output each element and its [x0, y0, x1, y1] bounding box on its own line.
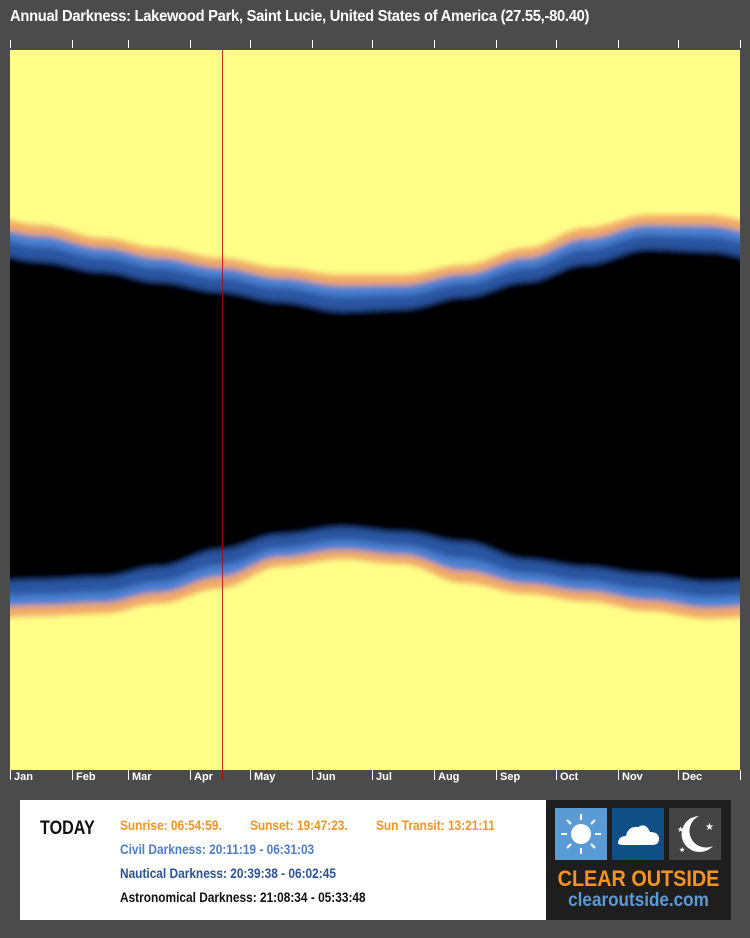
today-label: TODAY	[40, 818, 95, 839]
cloud-icon	[612, 808, 664, 860]
sunset-text: Sunset: 19:47:23.	[250, 818, 348, 833]
astronomical-darkness-band	[10, 248, 740, 583]
x-tick-label: Nov	[622, 771, 644, 783]
darkness-chart: Jan Feb Mar Apr May Jun Jul Aug Sep Oct Nov Dec	[10, 40, 741, 783]
x-tick-label: Jul	[376, 771, 392, 783]
x-tick-label: Apr	[194, 771, 214, 783]
x-tick-label: Dec	[682, 771, 702, 783]
brand-name: CLEAR OUTSIDE	[557, 866, 720, 891]
x-tick-label: Aug	[438, 771, 459, 783]
svg-text:★: ★	[705, 822, 714, 833]
svg-text:★: ★	[677, 825, 684, 834]
brand-url: clearoutside.com	[568, 890, 709, 911]
astronomical-darkness-text: Astronomical Darkness: 21:08:34 - 05:33:…	[120, 890, 366, 905]
svg-text:★: ★	[679, 846, 685, 854]
x-tick-label: Jan	[14, 771, 33, 783]
civil-darkness-text: Civil Darkness: 20:11:19 - 06:31:03	[120, 842, 315, 857]
today-panel: TODAY Sunrise: 06:54:59. Sunset: 19:47:2…	[20, 800, 546, 920]
sun-icon	[555, 808, 607, 860]
chart-title: Annual Darkness: Lakewood Park, Saint Lu…	[10, 8, 590, 25]
nautical-darkness-text: Nautical Darkness: 20:39:38 - 06:02:45	[120, 866, 336, 881]
x-tick-label: Sep	[500, 771, 520, 783]
x-tick-label: Mar	[132, 771, 152, 783]
clear-outside-logo[interactable]: ★ ★ ★ CLEAR OUTSIDE clearoutside.com	[546, 800, 731, 920]
x-tick-label: Oct	[560, 771, 579, 783]
x-tick-label: Feb	[76, 771, 96, 783]
sun-transit-text: Sun Transit: 13:21:11	[376, 818, 495, 833]
x-tick-label: Jun	[316, 771, 336, 783]
x-tick-label: May	[254, 771, 276, 783]
sunrise-text: Sunrise: 06:54:59.	[120, 818, 222, 833]
moon-stars-icon: ★ ★ ★	[669, 808, 721, 860]
